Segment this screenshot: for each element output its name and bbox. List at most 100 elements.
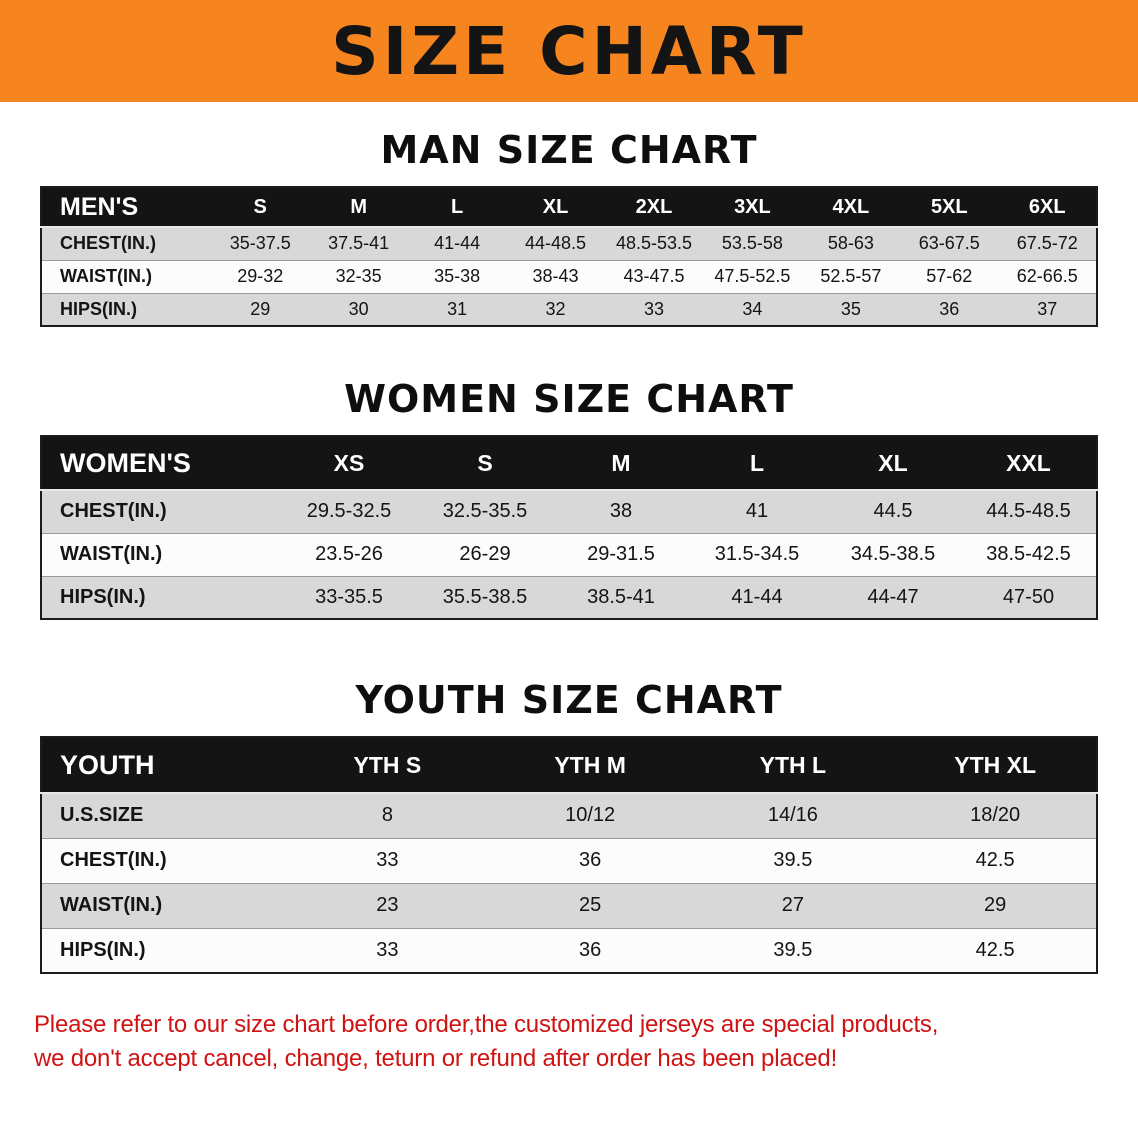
cell-value: 27 — [781, 894, 804, 916]
cell-value: 44.5-48.5 — [986, 500, 1071, 523]
cell-value: 38-43 — [532, 266, 579, 286]
cell-value: 48.5-53.5 — [615, 233, 692, 254]
cell-value: 44-47 — [867, 585, 919, 608]
cell-value: 44.5 — [873, 500, 913, 523]
column-header: YTH L — [691, 737, 895, 794]
column-header: L — [407, 187, 507, 228]
row-label: WAIST(IN.) — [60, 543, 163, 565]
table-header-row: MEN'S S M L XL 2XL 3XL 4XL 5XL 6XL — [41, 187, 1097, 228]
table-row: CHEST(IN.) 29.5-32.5 32.5-35.5 38 41 44.5 44.5… — [41, 490, 1097, 533]
table-row: HIPS(IN.) 33 36 39.5 42.5 — [41, 928, 1097, 973]
table-body: CHEST(IN.) 29.5-32.5 32.5-35.5 38 41 44.5 44.5… — [41, 490, 1097, 619]
cell-value: 8 — [381, 804, 393, 827]
column-header: XS — [281, 436, 417, 491]
banner: SIZE CHART — [0, 0, 1138, 102]
cell-value: 58-63 — [827, 233, 874, 254]
cell-value: 41 — [745, 500, 769, 523]
row-label: HIPS(IN.) — [60, 298, 138, 319]
cell-value: 29 — [250, 298, 271, 319]
cell-value: 23.5-26 — [315, 543, 383, 565]
section-heading-men: MAN SIZE CHART — [380, 128, 758, 172]
cell-value: 33 — [376, 849, 399, 871]
cell-value: 41-44 — [434, 233, 481, 254]
row-label: U.S.SIZE — [60, 804, 144, 827]
page-title: SIZE CHART — [331, 12, 807, 90]
cell-value: 32 — [545, 298, 566, 319]
column-header: 2XL — [604, 187, 704, 228]
cell-value: 32.5-35.5 — [442, 500, 528, 523]
table-row: U.S.SIZE 8 10/12 14/16 18/20 — [41, 793, 1097, 838]
table-header-row: WOMEN'S XS S M L XL XXL — [41, 436, 1097, 491]
cell-value: 29-31.5 — [587, 543, 655, 565]
table-row: HIPS(IN.) 33-35.5 35.5-38.5 38.5-41 41-44 44-… — [41, 576, 1097, 619]
table-body: CHEST(IN.) 35-37.5 37.5-41 41-44 44-48.5 48.5… — [41, 227, 1097, 326]
cell-value: 67.5-72 — [1016, 233, 1078, 254]
table-group-label: WOMEN'S — [41, 436, 281, 491]
cell-value: 26-29 — [459, 543, 511, 565]
cell-value: 52.5-57 — [820, 266, 882, 286]
cell-value: 38.5-41 — [587, 585, 655, 608]
row-label: CHEST(IN.) — [60, 233, 156, 254]
column-header: 6XL — [998, 187, 1097, 228]
size-table-youth: YOUTH YTH S YTH M YTH L YTH XL U.S.SIZE 8 10/1… — [40, 736, 1098, 974]
column-header: YTH XL — [894, 737, 1097, 794]
cell-value: 42.5 — [975, 849, 1015, 871]
column-header: XL — [825, 436, 961, 491]
cell-value: 31 — [447, 298, 468, 319]
column-header: YTH M — [488, 737, 692, 794]
size-chart-section-women: WOMEN SIZE CHART WOMEN'S XS S M L XL XXL CHEST… — [0, 377, 1138, 620]
cell-value: 35-38 — [434, 266, 481, 286]
cell-value: 29.5-32.5 — [306, 500, 392, 523]
cell-value: 43-47.5 — [623, 266, 685, 286]
cell-value: 33-35.5 — [315, 585, 383, 608]
cell-value: 47-50 — [1002, 585, 1055, 608]
column-header: M — [309, 187, 408, 228]
table-row: HIPS(IN.) 29 30 31 32 33 34 35 36 37 — [41, 293, 1097, 326]
cell-value: 34.5-38.5 — [850, 543, 936, 565]
cell-value: 36 — [579, 849, 602, 871]
cell-value: 38.5-42.5 — [986, 543, 1071, 565]
row-label: HIPS(IN.) — [60, 585, 146, 608]
column-header: L — [689, 436, 825, 491]
cell-value: 47.5-52.5 — [714, 266, 791, 286]
section-heading-women: WOMEN SIZE CHART — [344, 377, 794, 421]
cell-value: 33 — [643, 298, 664, 319]
charts-container: MAN SIZE CHART MEN'S S M L XL 2XL 3XL 4XL 5XL 6XL… — [0, 128, 1138, 974]
cell-value: 35-37.5 — [229, 233, 291, 254]
column-header: 3XL — [703, 187, 802, 228]
cell-value: 41-44 — [731, 585, 783, 608]
disclaimer-line-2: we don't accept cancel, change, teturn o… — [34, 1045, 838, 1073]
row-label: CHEST(IN.) — [60, 849, 167, 871]
cell-value: 31.5-34.5 — [714, 543, 800, 565]
cell-value: 39.5 — [773, 849, 813, 871]
cell-value: 35.5-38.5 — [442, 585, 528, 608]
size-table-women: WOMEN'S XS S M L XL XXL CHEST(IN.) 29.5-32.5 32.… — [40, 435, 1098, 620]
column-header: XXL — [961, 436, 1097, 491]
row-label: HIPS(IN.) — [60, 938, 146, 961]
cell-value: 30 — [348, 298, 369, 319]
cell-value: 62-66.5 — [1016, 266, 1078, 286]
cell-value: 37.5-41 — [328, 233, 390, 254]
cell-value: 34 — [742, 298, 763, 319]
cell-value: 57-62 — [926, 266, 973, 286]
row-label: CHEST(IN.) — [60, 500, 167, 523]
cell-value: 10/12 — [565, 804, 616, 827]
column-header: 4XL — [801, 187, 901, 228]
column-header: S — [211, 187, 310, 228]
column-header: 5XL — [900, 187, 999, 228]
cell-value: 39.5 — [773, 938, 813, 961]
cell-value: 36 — [579, 938, 602, 961]
cell-value: 44-48.5 — [525, 233, 587, 254]
column-header: XL — [506, 187, 605, 228]
cell-value: 42.5 — [975, 938, 1015, 961]
size-chart-page: SIZE CHART MAN SIZE CHART MEN'S S M L XL 2XL 3… — [0, 0, 1138, 1073]
table-row: CHEST(IN.) 33 36 39.5 42.5 — [41, 838, 1097, 883]
column-header: S — [417, 436, 553, 491]
cell-value: 14/16 — [767, 804, 818, 827]
table-group-label: MEN'S — [41, 187, 211, 228]
cell-value: 25 — [579, 894, 602, 916]
size-chart-section-men: MAN SIZE CHART MEN'S S M L XL 2XL 3XL 4XL 5XL 6XL… — [0, 128, 1138, 327]
cell-value: 18/20 — [970, 804, 1021, 827]
cell-value: 29 — [984, 894, 1007, 916]
table-body: U.S.SIZE 8 10/12 14/16 18/20 CHEST(IN.) 33 36 39… — [41, 793, 1097, 973]
